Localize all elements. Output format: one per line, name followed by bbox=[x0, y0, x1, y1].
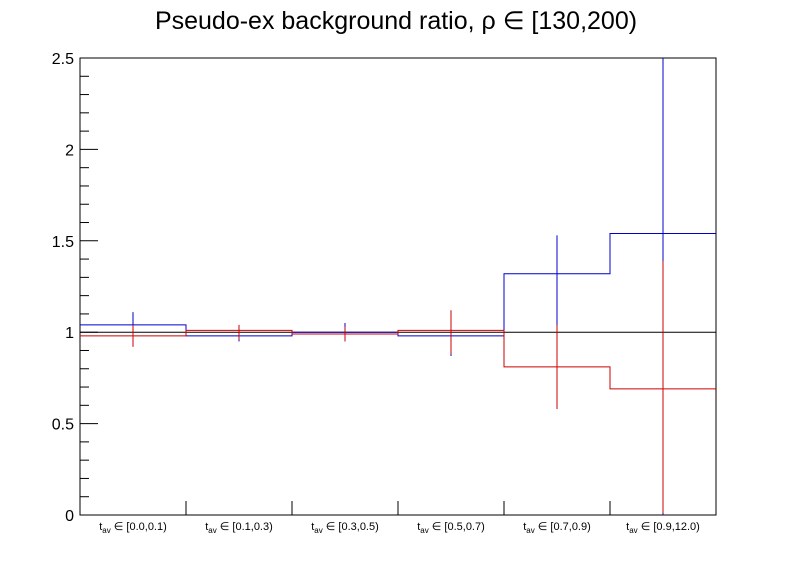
series-group bbox=[80, 58, 716, 515]
series-1-step-line bbox=[80, 232, 716, 337]
y-tick-label: 2.5 bbox=[52, 51, 74, 68]
y-tick-label: 1 bbox=[65, 325, 74, 342]
x-tick-label: tav ∈ [0.5,0.7) bbox=[417, 521, 485, 535]
x-tick-label: tav ∈ [0.0,0.1) bbox=[99, 521, 167, 535]
plot-border bbox=[79, 57, 717, 516]
y-tick-label: 2 bbox=[65, 142, 74, 159]
y-tick-label: 1.5 bbox=[52, 234, 74, 251]
y-axis: 0 0.5 1 1.5 2 2.5 bbox=[52, 51, 98, 525]
x-tick-label: tav ∈ [0.1,0.3) bbox=[205, 521, 273, 535]
chart-title: Pseudo-ex background ratio, ρ ∈ [130,200… bbox=[155, 7, 637, 35]
x-tick-label: tav ∈ [0.7,0.9) bbox=[523, 521, 591, 535]
y-tick-label: 0 bbox=[65, 508, 74, 525]
series-2-step-line bbox=[80, 329, 716, 390]
x-tick-label: tav ∈ [0.3,0.5) bbox=[311, 521, 379, 535]
plot-frame bbox=[79, 57, 717, 516]
x-tick-label: tav ∈ [0.9,12.0) bbox=[626, 521, 700, 535]
y-tick-label: 0.5 bbox=[52, 417, 74, 434]
x-axis: tav ∈ [0.0,0.1) tav ∈ [0.1,0.3) tav ∈ [0.3… bbox=[99, 501, 700, 535]
